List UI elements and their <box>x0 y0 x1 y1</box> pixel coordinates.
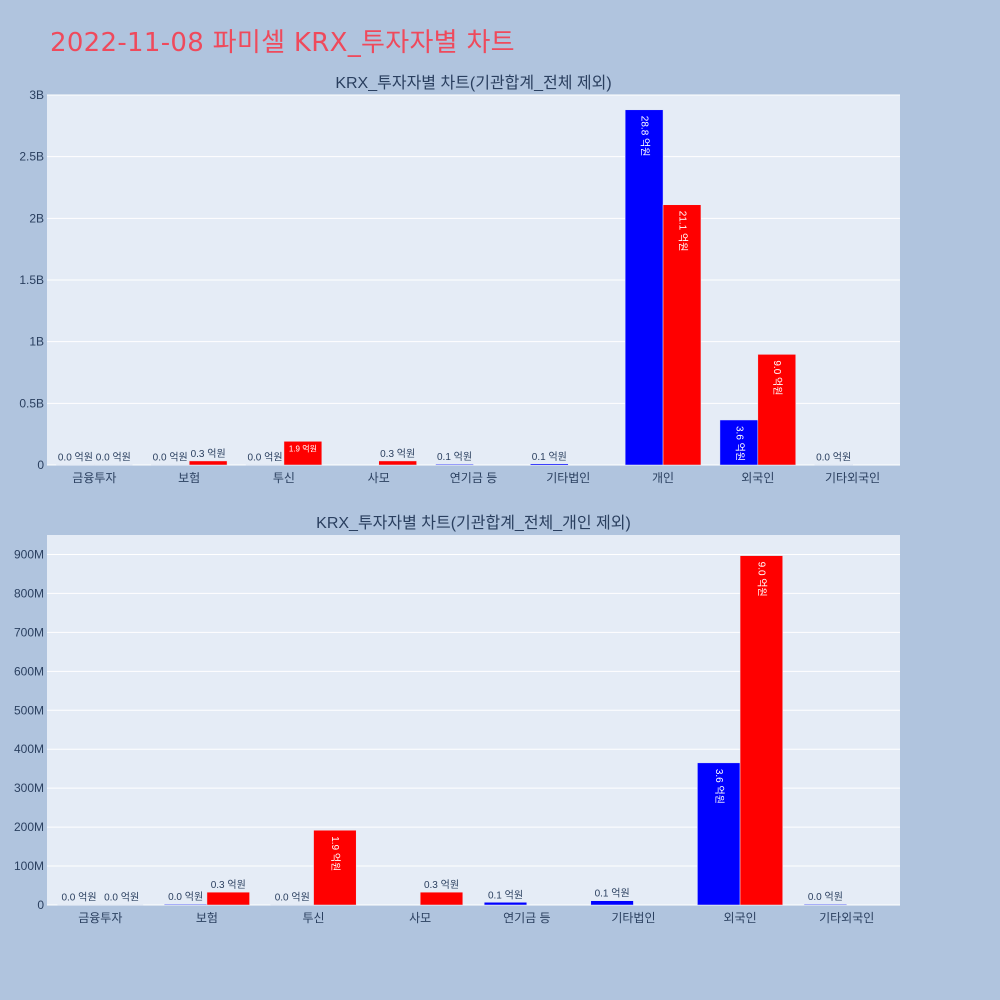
bar <box>57 904 101 906</box>
x-tick-label: 연기금 등 <box>503 911 551 925</box>
data-label: 9.0 억원 <box>771 360 783 395</box>
bar <box>151 464 190 466</box>
y-tick-label: 700M <box>14 625 44 639</box>
y-tick-label: 600M <box>14 664 44 678</box>
x-tick-label: 사모 <box>409 911 431 925</box>
y-tick-label: 400M <box>14 742 44 756</box>
x-tick-label: 연기금 등 <box>450 471 498 485</box>
data-label: 1.9 억원 <box>289 443 317 453</box>
bar <box>719 419 759 466</box>
data-label: 0.3 억원 <box>424 879 459 891</box>
data-label: 0.1 억원 <box>488 889 523 901</box>
y-tick-label: 500M <box>14 703 44 717</box>
bar <box>419 891 464 906</box>
bar <box>206 891 250 906</box>
y-tick-label: 0 <box>37 458 44 472</box>
data-label: 21.1 억원 <box>676 211 688 252</box>
y-tick-label: 1B <box>29 335 44 349</box>
bar <box>313 829 357 906</box>
bar <box>94 464 133 466</box>
data-label: 0.1 억원 <box>532 451 567 463</box>
bar <box>757 354 796 466</box>
data-label: 0.0 억원 <box>104 892 139 904</box>
y-tick-label: 0 <box>37 898 44 912</box>
y-tick-label: 1.5B <box>19 273 44 287</box>
x-tick-label: 기타외국인 <box>819 911 874 925</box>
bar <box>590 900 634 906</box>
y-tick-label: 300M <box>14 781 44 795</box>
x-tick-label: 투신 <box>273 471 295 485</box>
data-label: 0.0 억원 <box>808 891 843 903</box>
data-label: 0.0 억원 <box>247 452 282 464</box>
x-tick-label: 개인 <box>652 471 674 485</box>
chart-title: KRX_투자자별 차트(기관합계_전체 제외) <box>335 74 611 92</box>
bar <box>378 460 417 466</box>
page-title: 2022-11-08 파미셀 KRX_투자자별 차트 <box>50 28 515 58</box>
x-tick-label: 금융투자 <box>72 471 116 485</box>
data-label: 0.0 억원 <box>96 452 131 464</box>
y-tick-label: 3B <box>29 88 44 102</box>
x-tick-label: 사모 <box>368 471 390 485</box>
data-label: 0.0 억원 <box>275 892 310 904</box>
chart-2: KRX_투자자별 차트(기관합계_전체_개인 제외) 0 100M 200M 300M 4… <box>14 514 900 925</box>
x-tick-label: 외국인 <box>724 911 757 925</box>
data-label: 0.0 억원 <box>153 452 188 464</box>
bar <box>814 464 853 466</box>
data-label: 9.0 억원 <box>756 562 768 597</box>
y-tick-label: 800M <box>14 586 44 600</box>
x-tick-label: 보험 <box>178 471 200 485</box>
data-label: 0.3 억원 <box>211 879 246 891</box>
x-tick-label: 기타법인 <box>546 471 590 485</box>
chart-1: KRX_투자자별 차트(기관합계_전체 제외) 0 0.5B 1B 1.5B 2B 2.5B… <box>19 74 900 485</box>
data-label: 0.0 억원 <box>61 892 96 904</box>
bar <box>245 464 285 466</box>
bar <box>188 460 228 466</box>
bar <box>56 464 95 466</box>
bar <box>270 904 314 906</box>
data-label: 28.8 억원 <box>638 116 650 157</box>
x-tick-label: 외국인 <box>741 471 774 485</box>
data-label: 0.0 억원 <box>58 452 93 464</box>
y-tick-label: 2B <box>29 211 44 225</box>
y-tick-label: 2.5B <box>19 150 44 164</box>
y-tick-label: 900M <box>14 547 44 561</box>
data-label: 3.6 억원 <box>733 426 745 461</box>
bar <box>624 109 664 466</box>
bar <box>164 903 208 906</box>
bar <box>739 555 783 906</box>
y-tick-label: 100M <box>14 859 44 873</box>
bar <box>100 904 144 906</box>
data-label: 0.3 억원 <box>380 448 415 460</box>
data-label: 0.0 억원 <box>816 452 851 464</box>
bar <box>435 463 474 466</box>
data-label: 0.0 억원 <box>168 891 203 903</box>
x-tick-label: 보험 <box>196 911 218 925</box>
y-tick-label: 0.5B <box>19 396 44 410</box>
x-tick-label: 금융투자 <box>78 911 122 925</box>
x-tick-label: 투신 <box>303 911 325 925</box>
bar <box>530 463 569 466</box>
data-label: 0.3 억원 <box>191 448 226 460</box>
bar <box>483 902 528 906</box>
data-label: 0.1 억원 <box>437 451 472 463</box>
bar <box>803 903 847 906</box>
data-label: 0.1 억원 <box>595 888 630 900</box>
x-tick-label: 기타외국인 <box>825 471 880 485</box>
bar <box>283 441 323 466</box>
chart-title: KRX_투자자별 차트(기관합계_전체_개인 제외) <box>316 514 631 532</box>
data-label: 3.6 억원 <box>713 769 725 804</box>
data-label: 1.9 억원 <box>329 836 341 871</box>
y-tick-label: 200M <box>14 820 44 834</box>
x-tick-label: 기타법인 <box>611 911 655 925</box>
bar <box>662 204 702 466</box>
